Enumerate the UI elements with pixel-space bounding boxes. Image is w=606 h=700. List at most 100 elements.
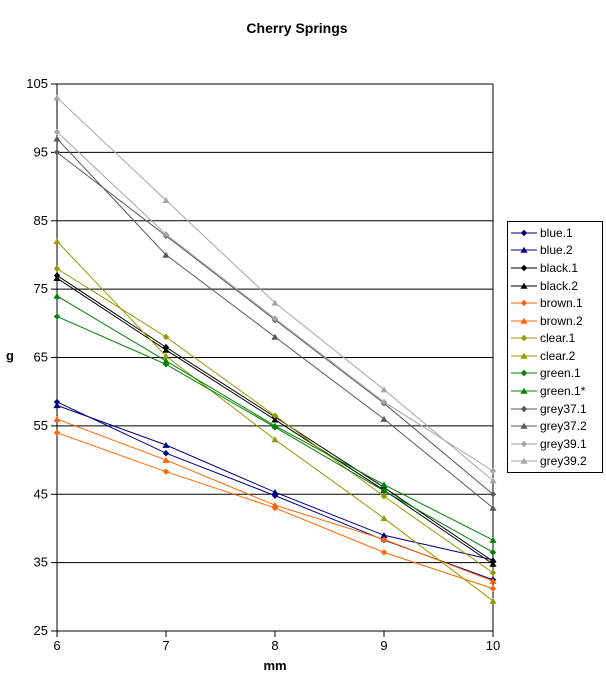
y-tick-label: 105 xyxy=(26,76,48,91)
legend-item-green.1*: green.1* xyxy=(511,382,602,400)
legend-label: grey39.1 xyxy=(540,436,587,451)
series-marker-clear.1 xyxy=(489,569,497,577)
legend-label: black.1 xyxy=(540,260,579,275)
series-marker-clear.1 xyxy=(53,265,61,272)
legend-swatch-black.2 xyxy=(511,282,537,289)
legend-swatch-green.1* xyxy=(511,387,537,394)
chart-title: Cherry Springs xyxy=(246,20,348,36)
legend-label: blue.2 xyxy=(540,243,573,258)
series-marker-grey39.2 xyxy=(53,94,61,101)
series-marker-grey37.2 xyxy=(489,504,497,511)
legend-item-clear.2: clear.2 xyxy=(511,347,602,365)
series-marker-blue.2 xyxy=(271,488,279,495)
legend-item-brown.1: brown.1 xyxy=(511,294,602,312)
series-marker-brown.2 xyxy=(489,577,497,584)
series-marker-brown.1 xyxy=(380,549,388,556)
series-line-brown.2 xyxy=(56,418,494,582)
legend-label: clear.1 xyxy=(540,331,576,346)
series-marker-grey39.1 xyxy=(380,398,388,406)
series-marker-grey39.1 xyxy=(489,467,497,475)
x-tick-label: 6 xyxy=(53,638,60,653)
series-marker-grey39.2 xyxy=(489,477,497,484)
triangle-marker-icon xyxy=(520,282,528,289)
series-marker-brown.1 xyxy=(489,585,497,592)
series-marker-clear.2 xyxy=(380,514,388,521)
series-marker-grey37.1 xyxy=(489,491,497,498)
legend-label: clear.2 xyxy=(540,348,576,363)
series-marker-brown.2 xyxy=(53,415,61,422)
diamond-marker-icon xyxy=(520,370,528,377)
legend-swatch-green.1 xyxy=(511,370,537,377)
series-marker-grey39.2 xyxy=(271,299,279,306)
series-marker-blue.2 xyxy=(53,402,61,409)
legend-swatch-brown.2 xyxy=(511,317,537,324)
legend-item-clear.1: clear.1 xyxy=(511,329,602,347)
x-tick-label: 10 xyxy=(486,638,500,653)
legend-label: green.1 xyxy=(540,366,581,381)
x-tick-label: 8 xyxy=(271,638,278,653)
legend-item-grey37.2: grey37.2 xyxy=(511,417,602,435)
series-marker-black.2 xyxy=(271,416,279,423)
legend-item-blue.2: blue.2 xyxy=(511,242,602,260)
legend-item-grey37.1: grey37.1 xyxy=(511,400,602,418)
series-marker-blue.1 xyxy=(162,450,170,457)
series-marker-clear.2 xyxy=(53,238,61,245)
series-marker-grey39.2 xyxy=(380,386,388,393)
legend-label: grey39.2 xyxy=(540,454,587,469)
x-axis-label: mm xyxy=(263,658,287,673)
series-marker-grey39.1 xyxy=(162,231,170,238)
legend-swatch-clear.1 xyxy=(511,335,537,342)
legend-swatch-brown.1 xyxy=(511,299,537,307)
series-marker-brown.2 xyxy=(271,501,279,508)
series-marker-brown.1 xyxy=(53,429,61,436)
series-marker-brown.2 xyxy=(162,456,170,463)
series-marker-blue.2 xyxy=(380,532,388,539)
series-marker-green.1* xyxy=(489,536,497,543)
series-marker-grey39.1 xyxy=(53,128,61,136)
series-marker-clear.2 xyxy=(271,436,279,443)
series-marker-clear.2 xyxy=(489,597,497,604)
legend-swatch-grey37.2 xyxy=(511,422,537,429)
diamond-marker-icon xyxy=(520,264,528,272)
legend-label: blue.1 xyxy=(540,225,573,240)
series-marker-green.1* xyxy=(53,292,61,299)
y-axis-label: g xyxy=(6,348,14,363)
legend-item-green.1: green.1 xyxy=(511,365,602,383)
diamond-marker-icon xyxy=(520,405,528,412)
series-marker-black.2 xyxy=(489,560,497,567)
legend-swatch-clear.2 xyxy=(511,352,537,359)
series-marker-green.1* xyxy=(380,481,388,488)
diamond-marker-icon xyxy=(520,299,528,307)
legend-swatch-grey39.1 xyxy=(511,440,537,447)
series-marker-clear.2 xyxy=(162,352,170,359)
legend-item-black.1: black.1 xyxy=(511,259,602,277)
series-marker-brown.1 xyxy=(162,468,170,475)
y-tick-label: 45 xyxy=(34,486,48,501)
legend-item-grey39.1: grey39.1 xyxy=(511,435,602,453)
x-tick-label: 9 xyxy=(380,638,387,653)
y-tick-label: 95 xyxy=(34,144,48,159)
series-marker-green.1 xyxy=(53,313,61,320)
legend-label: grey37.2 xyxy=(540,419,587,434)
y-tick-label: 85 xyxy=(34,213,48,228)
triangle-marker-icon xyxy=(520,247,528,254)
series-marker-green.1* xyxy=(162,357,170,364)
series-marker-green.1* xyxy=(271,422,279,429)
y-tick-label: 35 xyxy=(34,555,48,570)
legend-swatch-black.1 xyxy=(511,264,537,272)
legend-label: brown.1 xyxy=(540,296,583,311)
series-marker-clear.1 xyxy=(271,412,279,419)
series-marker-grey39.2 xyxy=(162,197,170,204)
legend-label: grey37.1 xyxy=(540,401,587,416)
series-marker-blue.2 xyxy=(162,441,170,448)
y-tick-label: 65 xyxy=(34,350,48,365)
y-tick-label: 75 xyxy=(34,281,48,296)
legend-swatch-blue.2 xyxy=(511,247,537,254)
series-marker-green.1 xyxy=(380,487,388,495)
series-marker-green.1 xyxy=(489,549,497,556)
legend-label: black.2 xyxy=(540,278,579,293)
series-marker-black.2 xyxy=(53,274,61,281)
diamond-marker-icon xyxy=(520,335,528,342)
legend-swatch-grey39.2 xyxy=(511,458,537,465)
